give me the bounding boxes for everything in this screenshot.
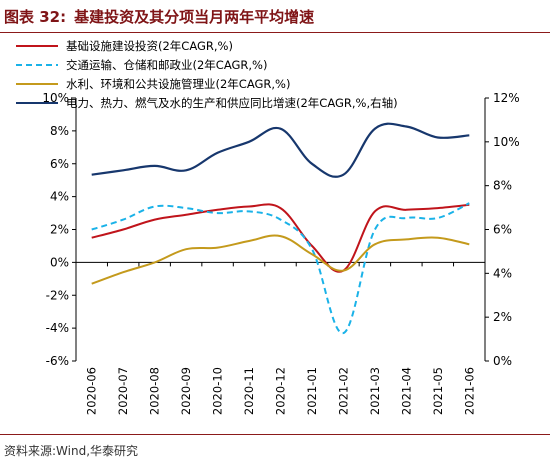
y-right-tick-label: 10% bbox=[493, 135, 520, 149]
source-rule bbox=[0, 434, 550, 435]
y-left-tick-label: 0% bbox=[50, 255, 69, 269]
series-line-2 bbox=[91, 202, 470, 335]
x-tick-label: 2020-08 bbox=[148, 367, 162, 415]
x-tick-label: 2020-11 bbox=[242, 367, 256, 415]
legend-label: 基础设施建设投资(2年CAGR,%) bbox=[66, 39, 233, 53]
y-right-tick-label: 4% bbox=[493, 266, 512, 280]
x-tick-label: 2020-06 bbox=[85, 367, 99, 415]
x-tick-label: 2020-07 bbox=[116, 367, 130, 415]
x-tick-label: 2021-05 bbox=[431, 367, 445, 415]
x-tick-label: 2020-09 bbox=[179, 367, 193, 415]
figure-title-text: 基建投资及其分项当月两年平均增速 bbox=[74, 8, 315, 26]
y-left-tick-label: 4% bbox=[50, 190, 69, 204]
x-tick-label: 2020-10 bbox=[211, 367, 225, 415]
legend-label: 电力、热力、燃气及水的生产和供应同比增速(2年CAGR,%,右轴) bbox=[66, 96, 398, 110]
x-tick-label: 2021-02 bbox=[336, 367, 350, 415]
figure-number: 图表 32: bbox=[4, 8, 67, 26]
y-left-tick-label: -4% bbox=[46, 321, 69, 335]
y-left-tick-label: -6% bbox=[46, 354, 69, 368]
series-line-3 bbox=[91, 234, 470, 285]
x-tick-label: 2021-06 bbox=[462, 367, 476, 415]
y-left-tick-label: 8% bbox=[50, 124, 69, 138]
source-note: 资料来源:Wind,华泰研究 bbox=[4, 444, 139, 458]
x-tick-label: 2021-03 bbox=[368, 367, 382, 415]
x-tick-label: 2020-12 bbox=[274, 367, 288, 415]
y-right-tick-label: 6% bbox=[493, 223, 512, 237]
x-tick-label: 2021-01 bbox=[305, 367, 319, 415]
x-tick-label: 2021-04 bbox=[399, 367, 413, 415]
y-right-tick-label: 12% bbox=[493, 91, 520, 105]
title-rule bbox=[0, 32, 550, 33]
series-line-1 bbox=[91, 203, 470, 273]
line-chart: -6% -4% -2% 0% 2% 4% 6% 8% 10% 0% 2% 4% 6% 8% 10% 12% 20… bbox=[16, 39, 520, 415]
figure-title: 图表 32: 基建投资及其分项当月两年平均增速 bbox=[4, 4, 546, 30]
y-right-tick-label: 0% bbox=[493, 354, 512, 368]
y-right-tick-label: 2% bbox=[493, 310, 512, 324]
y-left-tick-label: 2% bbox=[50, 223, 69, 237]
legend-label: 交通运输、仓储和邮政业(2年CAGR,%) bbox=[66, 58, 267, 72]
y-left-tick-label: 10% bbox=[42, 91, 69, 105]
series-line-4 bbox=[91, 122, 470, 178]
y-right-tick-label: 8% bbox=[493, 179, 512, 193]
y-left-tick-label: -2% bbox=[46, 288, 69, 302]
legend-label: 水利、环境和公共设施管理业(2年CAGR,%) bbox=[66, 77, 290, 91]
y-left-tick-label: 6% bbox=[50, 157, 69, 171]
